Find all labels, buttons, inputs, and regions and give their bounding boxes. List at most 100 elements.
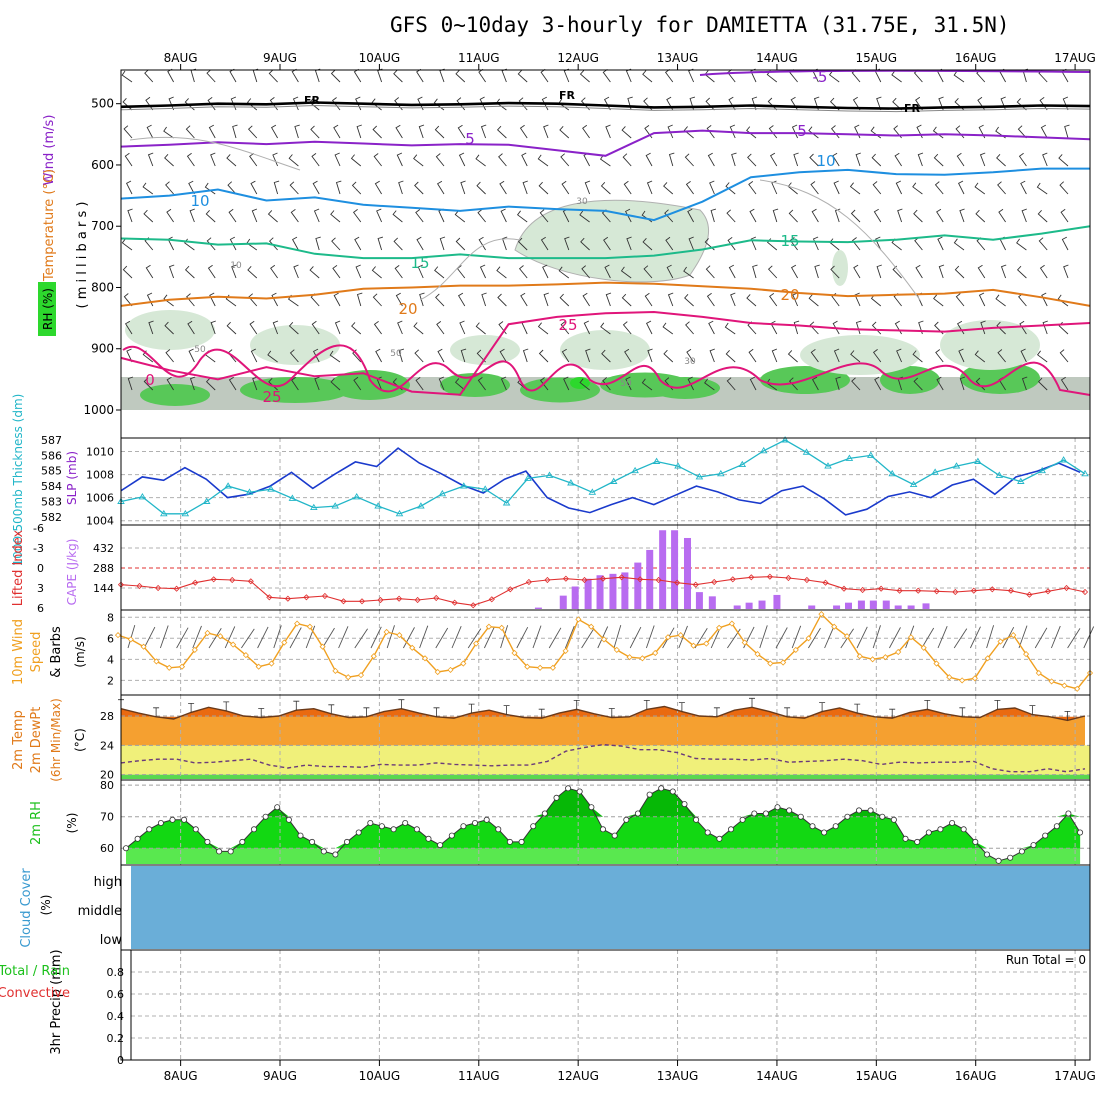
rh-moist-cell-3 (440, 373, 510, 397)
thickness-marker (695, 473, 704, 480)
upper-wind-barb (520, 292, 528, 307)
thickness-marker (181, 509, 190, 517)
rh-marker (890, 816, 897, 823)
upper-wind-barb (1020, 180, 1027, 195)
upper-wind-barb (121, 238, 133, 251)
rh-marker (716, 835, 723, 842)
upper-wind-barb (787, 182, 798, 195)
upper-wind-barb (625, 376, 632, 391)
upper-wind-barb (148, 320, 154, 335)
wind10m-speed-marker (409, 644, 416, 651)
rh-marker (1007, 854, 1014, 861)
upper-wind-barb (808, 294, 819, 307)
upper-wind-barb (747, 153, 757, 167)
upper-ytick-2: 700 (91, 219, 114, 233)
upper-wind-barb (621, 126, 632, 139)
wind10m-speed-marker (664, 634, 672, 641)
upper-wind-barb (333, 124, 341, 139)
cloud-cover-fill (131, 866, 1090, 949)
wind10m-speed-marker (639, 655, 646, 662)
upper-wind-barb (936, 208, 944, 223)
wind10m-speed-marker (805, 635, 812, 642)
contour-label-10: 20 (398, 300, 417, 318)
upper-wind-barb (249, 153, 258, 167)
upper-wind-barb (289, 349, 299, 363)
upper-wind-barb (273, 180, 280, 195)
upper-wind-barb (602, 69, 611, 83)
wind10m-speed-marker (498, 624, 505, 631)
upper-wind-barb (600, 322, 611, 335)
upper-wind-barb (123, 293, 133, 307)
upper-wind-barb (832, 320, 840, 335)
wind10m-speed-marker (204, 629, 211, 637)
lifted-index-marker (803, 576, 810, 584)
upper-wind-barb (351, 181, 362, 195)
lifted-index-marker (785, 574, 792, 582)
upper-wind-barb (870, 126, 882, 139)
upper-wind-barb (580, 237, 590, 251)
upper-ytick-1: 600 (91, 158, 114, 172)
upper-wind-barb (355, 264, 362, 279)
upper-wind-barb (143, 209, 154, 223)
li-ytick-0: -6 (33, 522, 44, 535)
upper-wind-barb (377, 68, 383, 83)
wind10m-speed-marker (741, 639, 748, 646)
temp-minmax-bar (1064, 711, 1071, 721)
upper-wind-barb (393, 237, 403, 251)
x-label-bottom-9: 17AUG (1054, 1069, 1096, 1083)
wind10m-speed-marker (549, 664, 556, 671)
upper-wind-barb (579, 378, 590, 391)
upper-wind-barb (667, 124, 674, 139)
rh-marker (320, 848, 327, 855)
upper-wind-barb (311, 320, 320, 335)
thickness-marker (481, 485, 489, 492)
temp-minmax-bar (959, 707, 966, 717)
upper-wind-barb (642, 238, 653, 251)
slp-ytick-1: 1008 (86, 469, 114, 482)
upper-wind-barb (230, 96, 237, 111)
upper-wind-barb (543, 124, 549, 139)
rh-marker (460, 823, 467, 830)
lifted-index-marker (377, 596, 384, 604)
upper-wind-barb (185, 125, 195, 139)
cape-bar-7 (634, 562, 642, 609)
slp-line (120, 447, 1081, 516)
upper-wind-barb (585, 348, 591, 363)
upper-wind-barb (457, 124, 466, 139)
cloud-level-0: high (94, 875, 122, 890)
upper-wind-barb (187, 320, 195, 335)
wind10m-barb (824, 626, 835, 649)
wind10m-speed-marker (716, 624, 723, 631)
thickness-marker (974, 457, 982, 464)
rh-marker (1077, 829, 1084, 836)
upper-wind-barb (123, 125, 133, 139)
wind10m-barb (483, 626, 495, 649)
wind10m-speed-marker (869, 656, 876, 663)
upper-wind-barb (354, 236, 362, 251)
wind10m-speed-marker (434, 668, 441, 676)
upper-wind-barb (1061, 236, 1069, 251)
upper-wind-barb (434, 266, 445, 279)
rh-marker (600, 826, 607, 833)
upper-wind-barb (625, 68, 632, 83)
upper-ytick-4: 900 (91, 342, 114, 356)
upper-wind-barb (188, 180, 195, 195)
thickness-marker (438, 489, 447, 497)
lifted-index-marker (229, 576, 236, 584)
upper-wind-barb (933, 153, 944, 167)
precip-run-total: Run Total = 0 (1006, 953, 1086, 967)
temp-minmax-bar (784, 707, 791, 717)
wind10m-speed-marker (703, 640, 710, 647)
upper-wind-barb (872, 349, 882, 363)
upper-wind-barb (915, 264, 923, 279)
lifted-index-marker (878, 585, 885, 592)
lifted-index-marker (303, 594, 310, 601)
upper-wind-barb (268, 237, 278, 251)
precip-label-a: 3hr Precip (mm) (49, 949, 64, 1054)
wind10m-speed-marker (792, 646, 799, 653)
rh-marker (844, 813, 851, 820)
upper-wind-barb (641, 378, 653, 391)
upper-wind-barb (933, 294, 944, 307)
temp-label-b: 2m DewPt (29, 707, 44, 774)
upper-wind-barb (564, 236, 570, 251)
